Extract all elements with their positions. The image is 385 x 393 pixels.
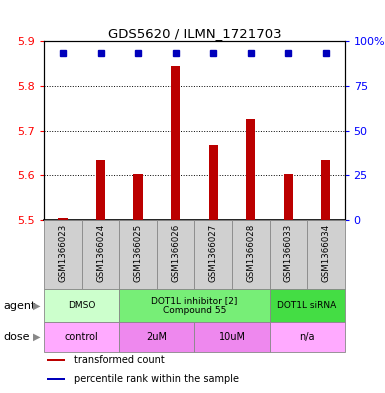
Bar bbox=[47, 359, 65, 361]
Bar bbox=[47, 378, 65, 380]
Bar bbox=[119, 220, 157, 289]
Bar bbox=[194, 322, 270, 352]
Text: GSM1366025: GSM1366025 bbox=[134, 224, 142, 282]
Bar bbox=[171, 66, 180, 220]
Text: GSM1366028: GSM1366028 bbox=[246, 224, 255, 282]
Text: transformed count: transformed count bbox=[74, 354, 165, 365]
Text: GSM1366024: GSM1366024 bbox=[96, 224, 105, 282]
Text: GSM1366027: GSM1366027 bbox=[209, 224, 218, 282]
Bar bbox=[44, 322, 119, 352]
Text: GSM1366023: GSM1366023 bbox=[59, 224, 67, 282]
Text: DOT1L inhibitor [2]
Compound 55: DOT1L inhibitor [2] Compound 55 bbox=[151, 296, 238, 315]
Text: DMSO: DMSO bbox=[68, 301, 95, 310]
Bar bbox=[246, 119, 255, 220]
Text: 2uM: 2uM bbox=[146, 332, 167, 342]
Bar bbox=[270, 322, 345, 352]
Bar bbox=[307, 220, 345, 289]
Bar bbox=[134, 174, 143, 220]
Bar bbox=[270, 220, 307, 289]
Text: n/a: n/a bbox=[299, 332, 315, 342]
Text: DOT1L siRNA: DOT1L siRNA bbox=[278, 301, 336, 310]
Bar bbox=[96, 160, 105, 220]
Title: GDS5620 / ILMN_1721703: GDS5620 / ILMN_1721703 bbox=[108, 27, 281, 40]
Text: GSM1366033: GSM1366033 bbox=[284, 224, 293, 282]
Text: ▶: ▶ bbox=[33, 301, 40, 310]
Text: 10uM: 10uM bbox=[218, 332, 246, 342]
Bar bbox=[321, 160, 330, 220]
Text: percentile rank within the sample: percentile rank within the sample bbox=[74, 374, 239, 384]
Bar bbox=[44, 289, 119, 322]
Bar bbox=[82, 220, 119, 289]
Bar bbox=[119, 322, 194, 352]
Text: control: control bbox=[65, 332, 99, 342]
Bar bbox=[119, 289, 270, 322]
Bar bbox=[194, 220, 232, 289]
Text: GSM1366026: GSM1366026 bbox=[171, 224, 180, 282]
Text: ▶: ▶ bbox=[33, 332, 40, 342]
Bar bbox=[232, 220, 270, 289]
Bar bbox=[284, 174, 293, 220]
Bar bbox=[59, 218, 68, 220]
Bar bbox=[44, 220, 82, 289]
Bar bbox=[157, 220, 194, 289]
Bar bbox=[270, 289, 345, 322]
Text: agent: agent bbox=[4, 301, 36, 310]
Text: GSM1366034: GSM1366034 bbox=[321, 224, 330, 282]
Bar bbox=[209, 145, 218, 220]
Text: dose: dose bbox=[4, 332, 30, 342]
